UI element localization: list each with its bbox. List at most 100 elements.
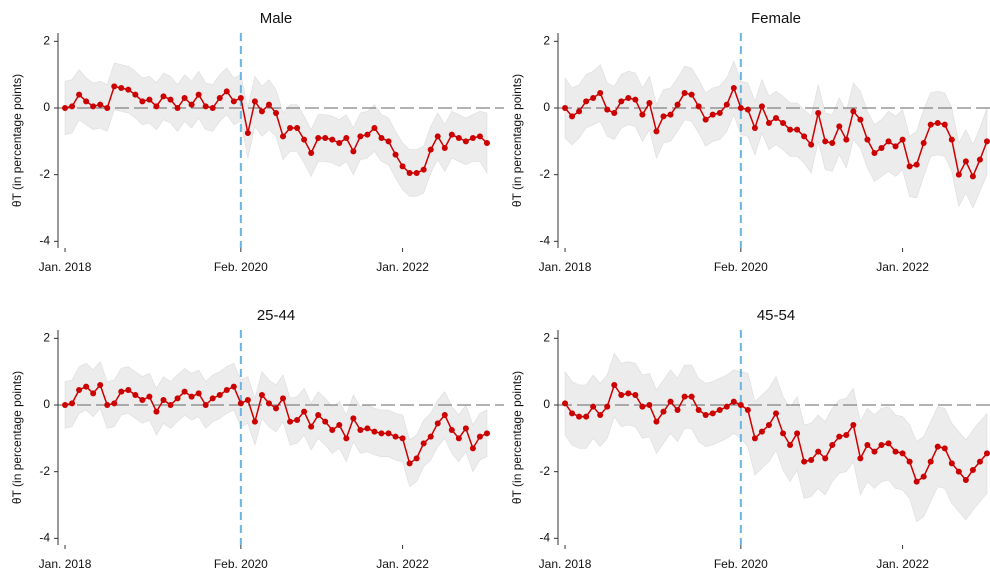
point <box>280 133 287 140</box>
point <box>871 150 878 156</box>
point <box>118 85 125 91</box>
point <box>969 467 976 473</box>
point <box>765 120 772 126</box>
point <box>702 412 709 418</box>
point <box>62 402 69 408</box>
y-tick-label: -2 <box>539 464 550 478</box>
point <box>773 410 779 417</box>
point <box>730 85 737 91</box>
point <box>420 440 427 447</box>
point <box>681 90 688 96</box>
point <box>476 433 483 440</box>
point <box>801 133 808 140</box>
point <box>315 412 322 418</box>
point <box>976 156 983 163</box>
point <box>427 433 434 440</box>
point <box>948 136 955 143</box>
point <box>941 121 948 128</box>
point <box>181 388 188 395</box>
point <box>688 91 695 98</box>
point <box>723 403 730 410</box>
point <box>97 382 104 388</box>
x-tick-label: Jan. 2018 <box>539 260 592 274</box>
point <box>646 402 653 408</box>
point <box>765 422 772 428</box>
point <box>350 415 357 422</box>
point <box>576 413 583 420</box>
point <box>223 387 230 393</box>
point <box>209 105 216 111</box>
point <box>744 407 751 413</box>
x-tick-label: Feb. 2020 <box>214 557 268 571</box>
point <box>660 408 667 415</box>
point <box>562 105 569 111</box>
point <box>969 173 976 180</box>
point <box>934 443 941 450</box>
point <box>273 405 279 412</box>
point <box>590 403 597 410</box>
confidence-band <box>564 60 988 209</box>
point <box>625 390 632 397</box>
point <box>780 430 787 437</box>
x-tick-label: Jan. 2018 <box>39 260 92 274</box>
point <box>83 383 90 390</box>
point <box>455 435 462 442</box>
point <box>364 425 371 432</box>
point <box>413 455 420 462</box>
x-tick-label: Jan. 2022 <box>376 557 429 571</box>
point <box>258 392 265 398</box>
point <box>597 90 604 96</box>
point <box>385 430 392 437</box>
point <box>357 427 364 433</box>
point <box>934 120 941 126</box>
point <box>364 131 371 138</box>
point <box>448 131 455 138</box>
point <box>357 133 364 140</box>
point <box>174 395 181 402</box>
point <box>195 91 202 98</box>
point <box>195 390 202 397</box>
panel-title: 25-44 <box>257 307 295 324</box>
point <box>639 111 646 118</box>
point <box>265 400 272 407</box>
y-axis-label: θT (in percentage points) <box>510 371 524 504</box>
point <box>251 98 258 105</box>
point <box>90 390 97 397</box>
point <box>462 138 469 145</box>
point <box>611 110 618 116</box>
point <box>69 103 76 110</box>
point <box>90 103 97 110</box>
point <box>716 407 723 413</box>
point <box>625 95 632 101</box>
point <box>294 125 301 131</box>
point <box>885 440 892 447</box>
point <box>336 140 343 146</box>
point <box>787 126 794 133</box>
point <box>927 458 934 465</box>
point <box>448 427 455 433</box>
confidence-band <box>564 352 988 523</box>
point <box>604 106 611 113</box>
point <box>146 393 153 400</box>
point <box>132 392 139 398</box>
point <box>885 138 892 145</box>
point <box>223 88 230 95</box>
point <box>815 110 822 116</box>
point <box>413 170 420 176</box>
y-tick-label: -4 <box>39 234 50 248</box>
point <box>209 395 216 402</box>
point <box>913 161 920 168</box>
point <box>104 402 111 408</box>
point <box>329 136 336 143</box>
panel: 45-54 θT (in percentage points) -4 -2 0 2 Jan.… <box>510 307 990 571</box>
point <box>202 402 209 408</box>
point <box>632 96 639 103</box>
point <box>941 445 948 452</box>
point <box>69 400 76 407</box>
point <box>125 387 132 393</box>
point <box>892 143 899 150</box>
point <box>188 393 195 400</box>
x-tick-label: Jan. 2022 <box>876 260 929 274</box>
